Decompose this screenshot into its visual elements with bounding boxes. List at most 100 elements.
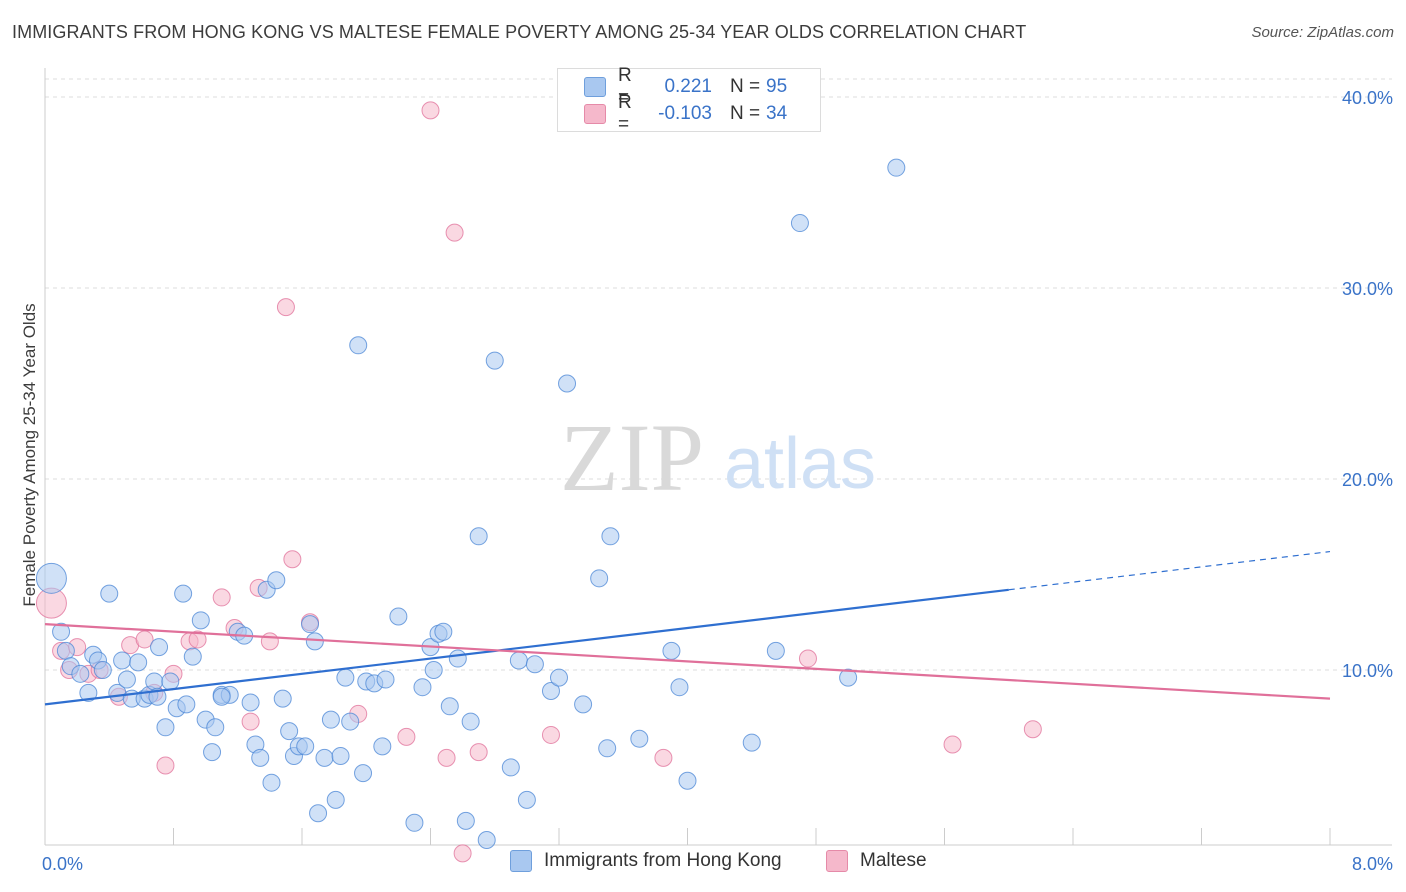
data-point bbox=[574, 695, 593, 714]
source-label: Source: ZipAtlas.com bbox=[1251, 24, 1394, 41]
data-point bbox=[35, 562, 67, 594]
legend-n-label: N = bbox=[730, 76, 761, 97]
data-point bbox=[321, 710, 340, 729]
data-point bbox=[839, 668, 858, 687]
watermark-zip: ZIP bbox=[560, 404, 704, 511]
data-point bbox=[183, 647, 202, 666]
data-point bbox=[305, 632, 324, 651]
data-point bbox=[260, 632, 279, 651]
data-point bbox=[558, 374, 577, 393]
trend-line-hong-kong-extension bbox=[1008, 550, 1331, 591]
data-point bbox=[283, 550, 302, 569]
data-point bbox=[601, 527, 620, 546]
legend-n-value: 34 bbox=[766, 103, 788, 124]
data-point bbox=[598, 739, 617, 758]
data-point bbox=[203, 743, 222, 762]
series-legend: Immigrants from Hong Kong Maltese bbox=[0, 850, 1406, 880]
data-point bbox=[315, 748, 334, 767]
data-point bbox=[177, 695, 196, 714]
data-point bbox=[525, 655, 544, 674]
x-tick-label-0: 0.0% bbox=[42, 854, 83, 874]
data-point bbox=[517, 790, 536, 809]
legend-r-value: -0.103 bbox=[658, 103, 712, 124]
data-point bbox=[766, 641, 785, 660]
data-point bbox=[469, 743, 488, 762]
series-label-maltese: Maltese bbox=[860, 850, 927, 871]
data-point bbox=[1023, 720, 1042, 739]
data-point bbox=[150, 638, 169, 657]
data-point bbox=[469, 527, 488, 546]
data-point bbox=[541, 682, 560, 701]
data-point bbox=[477, 830, 496, 849]
data-point bbox=[943, 735, 962, 754]
data-point bbox=[389, 607, 408, 626]
data-point bbox=[296, 737, 315, 756]
data-point bbox=[100, 584, 119, 603]
data-point bbox=[461, 712, 480, 731]
data-point bbox=[437, 748, 456, 767]
trend-line-hong-kong bbox=[44, 588, 1009, 706]
chart-title: IMMIGRANTS FROM HONG KONG VS MALTESE FEM… bbox=[12, 22, 1027, 42]
data-point bbox=[541, 725, 560, 744]
legend-row-hong-kong: R = 0.221 N = 95 bbox=[558, 65, 788, 108]
data-point bbox=[251, 748, 270, 767]
data-point bbox=[336, 668, 355, 687]
series-swatch-hong-kong bbox=[510, 850, 532, 872]
data-point bbox=[161, 672, 180, 691]
data-point bbox=[117, 670, 136, 689]
trend-lines bbox=[44, 550, 1331, 706]
watermark-atlas: atlas bbox=[724, 424, 876, 504]
axes bbox=[44, 68, 1392, 846]
data-point bbox=[52, 622, 71, 641]
legend-r-label: R = bbox=[618, 92, 632, 135]
data-point bbox=[405, 813, 424, 832]
correlation-legend: R = 0.221 N = 95 R = -0.103 N = 34 bbox=[557, 65, 821, 135]
data-point bbox=[509, 651, 528, 670]
data-point bbox=[501, 758, 520, 777]
data-point bbox=[354, 764, 373, 783]
data-point bbox=[129, 653, 148, 672]
data-point bbox=[887, 158, 906, 177]
data-point bbox=[206, 718, 225, 737]
series-swatch-maltese bbox=[826, 850, 848, 872]
data-point bbox=[550, 668, 568, 687]
maltese-points bbox=[35, 101, 1042, 863]
data-point bbox=[326, 790, 345, 809]
data-point bbox=[485, 351, 504, 370]
data-point bbox=[174, 584, 193, 603]
legend-row-maltese: R = -0.103 N = 34 bbox=[558, 92, 788, 135]
data-point bbox=[241, 693, 260, 712]
data-point bbox=[798, 649, 817, 668]
y-tick-label-1: 20.0% bbox=[1342, 470, 1393, 490]
data-point bbox=[440, 697, 459, 716]
data-point bbox=[742, 733, 761, 752]
data-point bbox=[662, 641, 681, 660]
data-point bbox=[301, 615, 320, 634]
data-point bbox=[262, 773, 281, 792]
legend-r-label: R = bbox=[618, 65, 632, 108]
data-point bbox=[630, 729, 649, 748]
data-point bbox=[280, 722, 299, 741]
data-point bbox=[448, 649, 467, 668]
data-point bbox=[331, 746, 350, 765]
data-point bbox=[309, 804, 328, 823]
series-legend-maltese[interactable]: Maltese bbox=[826, 850, 927, 872]
legend-n-value: 95 bbox=[766, 76, 788, 97]
data-point bbox=[421, 101, 440, 120]
legend-r-value: 0.221 bbox=[664, 76, 712, 97]
y-tick-label-0: 10.0% bbox=[1342, 661, 1393, 681]
trend-line-maltese bbox=[44, 623, 1331, 700]
data-point bbox=[590, 569, 609, 588]
data-point bbox=[654, 748, 673, 767]
hong-kong-points bbox=[35, 158, 906, 849]
data-point bbox=[376, 670, 395, 689]
data-point bbox=[397, 727, 416, 746]
data-point bbox=[113, 651, 132, 670]
data-point bbox=[678, 771, 697, 790]
series-legend-hong-kong[interactable]: Immigrants from Hong Kong bbox=[510, 850, 782, 872]
gridlines bbox=[45, 78, 1392, 671]
series-label-hong-kong: Immigrants from Hong Kong bbox=[544, 850, 782, 871]
data-point bbox=[212, 588, 231, 607]
data-point bbox=[276, 298, 295, 317]
